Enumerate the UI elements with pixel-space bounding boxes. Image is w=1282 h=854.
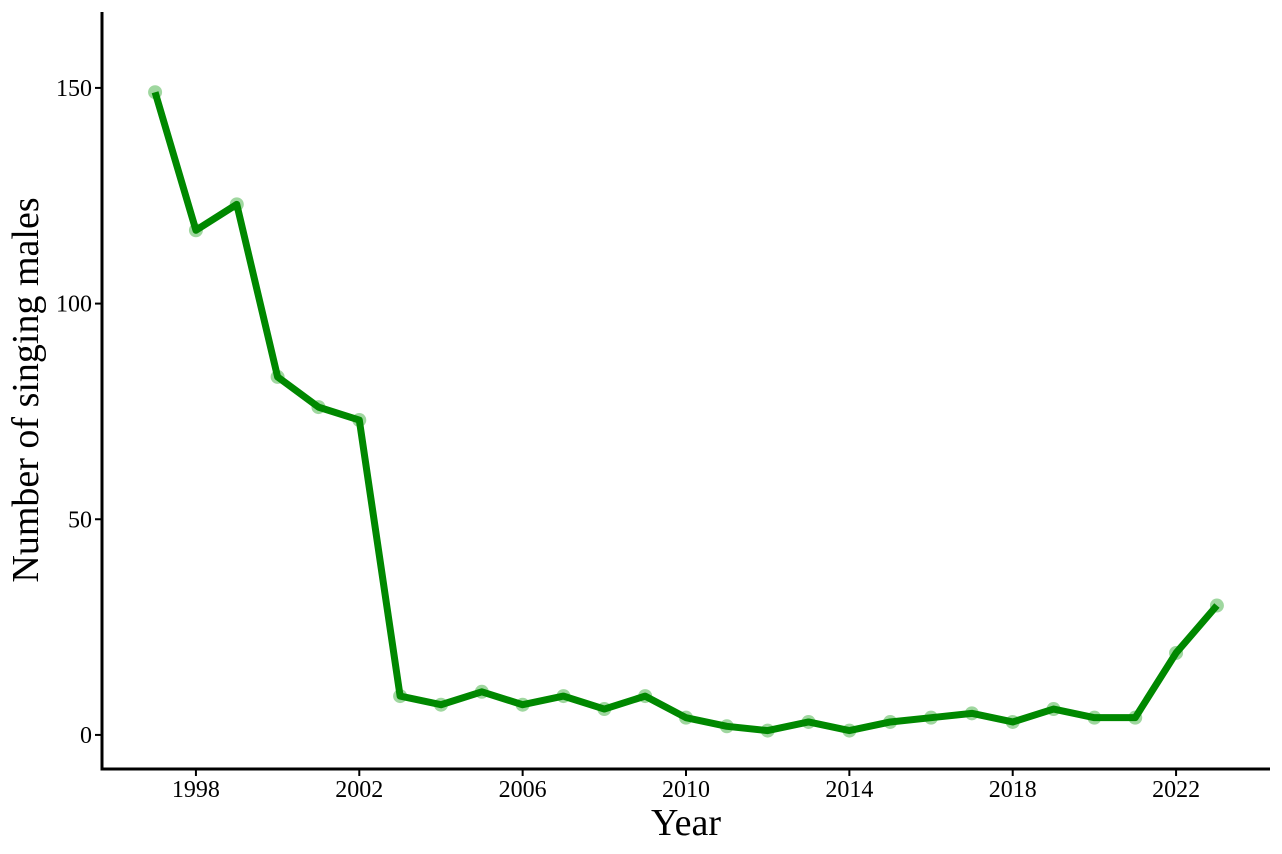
y-tick-label: 150 — [56, 76, 92, 102]
x-tick-label: 2010 — [662, 777, 710, 803]
y-tick-label: 100 — [56, 292, 92, 318]
x-tick-label: 2002 — [335, 777, 383, 803]
x-axis-title: Year — [651, 802, 721, 844]
x-tick-label: 2022 — [1152, 777, 1200, 803]
x-tick-label: 2006 — [499, 777, 547, 803]
y-tick-label: 50 — [68, 507, 92, 533]
x-tick-label: 2018 — [989, 777, 1037, 803]
y-axis-title: Number of singing males — [5, 197, 47, 582]
y-tick-label: 0 — [80, 723, 92, 749]
x-tick-label: 2014 — [825, 777, 873, 803]
data-line — [151, 91, 1220, 735]
x-tick-label: 1998 — [172, 777, 220, 803]
